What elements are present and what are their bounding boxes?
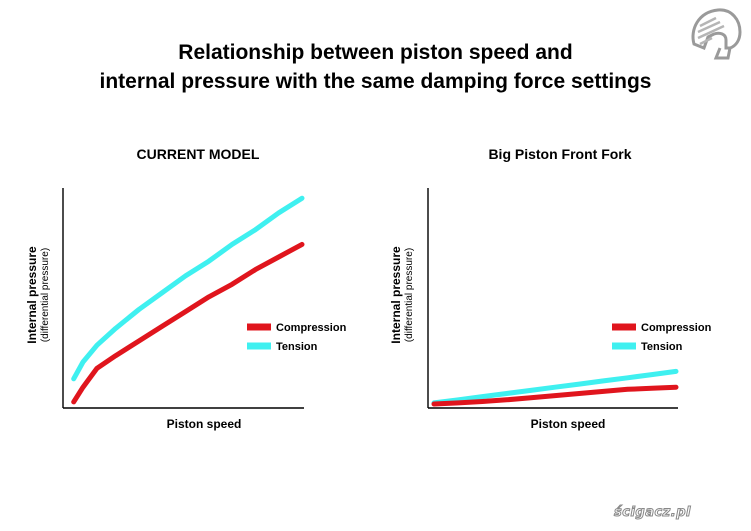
title-line-2: internal pressure with the same damping … (99, 70, 652, 93)
watermark-text: ścigacz.pl (614, 505, 691, 521)
chart-1-y-axis-sublabel: (differential pressure) (40, 248, 51, 342)
title-line-1: Relationship between piston speed and (178, 41, 573, 64)
chart-2-series-compression-line (431, 384, 679, 407)
chart-2-y-axis-sublabel: (differential pressure) (404, 248, 415, 342)
chart-1-x-axis-label: Piston speed (167, 417, 242, 431)
chart-2-title: Big Piston Front Fork (488, 146, 632, 162)
chart-1-y-axis-label: Internal pressure (25, 246, 39, 344)
chart-1-legend-label-tension: Tension (276, 341, 318, 353)
helmet-logo-icon (691, 8, 742, 60)
chart-2-series-tension-line (431, 368, 679, 406)
chart-2-legend-label-compression: Compression (641, 322, 712, 334)
chart-1-series-tension-line (71, 195, 305, 382)
page-title: Relationship between piston speed and in… (0, 38, 751, 96)
chart-1-title: CURRENT MODEL (136, 146, 260, 162)
chart-1-legend-label-compression: Compression (276, 322, 347, 334)
chart-2-y-axis-label: Internal pressure (389, 246, 403, 344)
chart-2-x-axis-label: Piston speed (531, 417, 606, 431)
chart-1-series-compression-line (71, 241, 305, 405)
chart-2-legend-label-tension: Tension (641, 341, 683, 353)
